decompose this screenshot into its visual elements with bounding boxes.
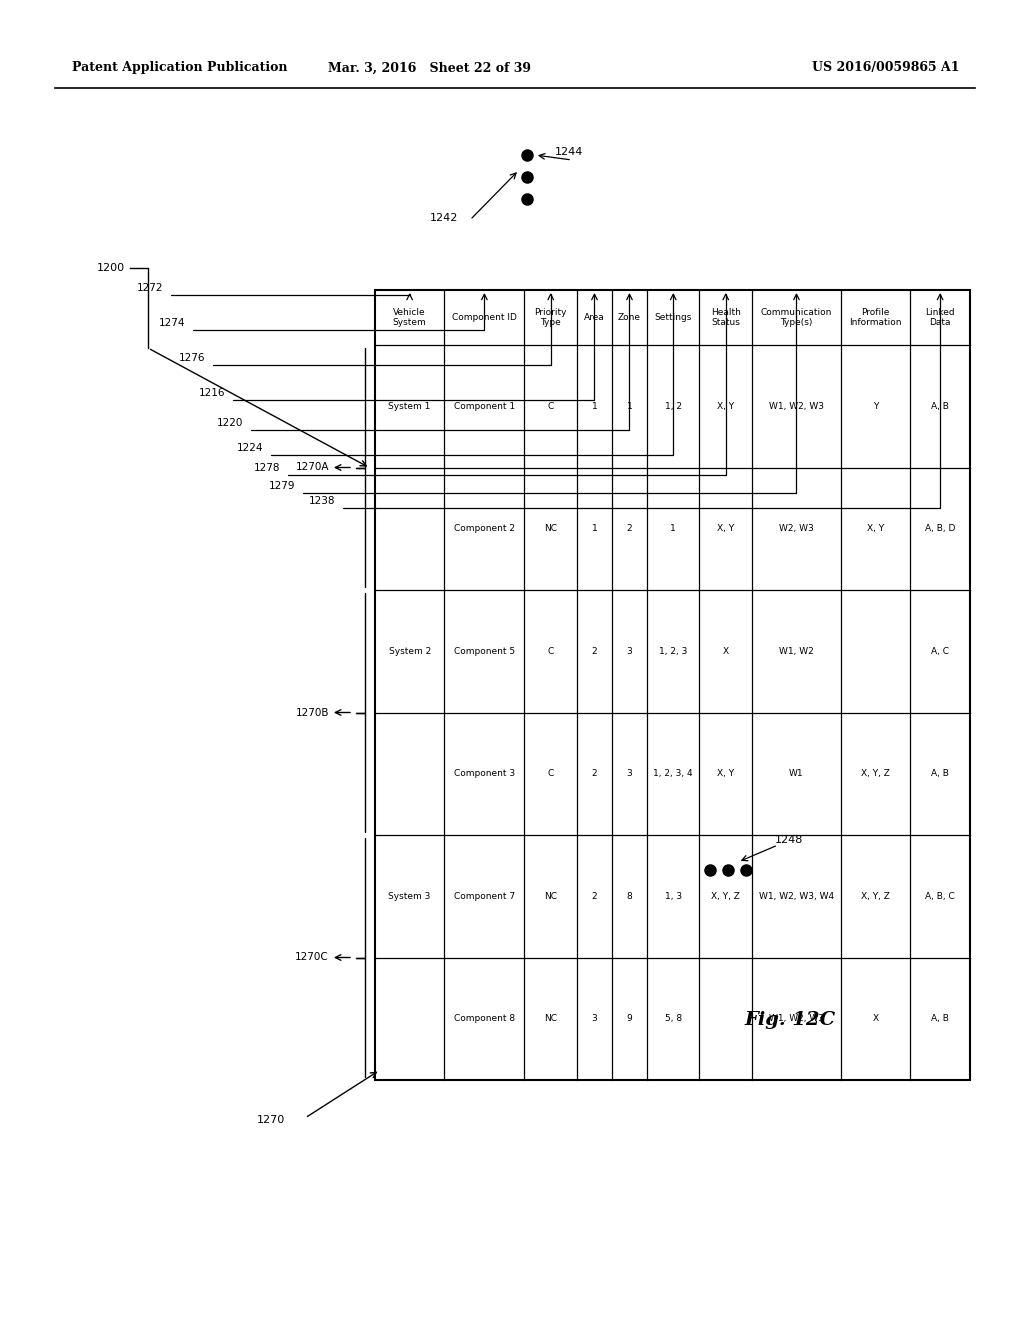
Text: 1224: 1224 — [237, 444, 263, 453]
Bar — [375, 290, 970, 1080]
Text: Communication
Type(s): Communication Type(s) — [761, 308, 833, 327]
Text: A, B: A, B — [931, 1014, 949, 1023]
Text: Profile
Information: Profile Information — [849, 308, 902, 327]
Text: Fig. 12C: Fig. 12C — [744, 1011, 836, 1030]
Text: A, B: A, B — [931, 401, 949, 411]
Text: Component 1: Component 1 — [454, 401, 515, 411]
Text: A, C: A, C — [931, 647, 949, 656]
Text: 1248: 1248 — [775, 836, 804, 845]
Text: 1279: 1279 — [268, 480, 295, 491]
Text: X, Y, Z: X, Y, Z — [712, 892, 740, 900]
Text: 1: 1 — [592, 524, 597, 533]
Text: W1: W1 — [790, 770, 804, 779]
Text: Health
Status: Health Status — [711, 308, 740, 327]
Text: W1, W2, W3: W1, W2, W3 — [769, 1014, 824, 1023]
Text: 9: 9 — [627, 1014, 633, 1023]
Text: Component ID: Component ID — [452, 313, 517, 322]
Text: Component 3: Component 3 — [454, 770, 515, 779]
Text: Component 2: Component 2 — [454, 524, 515, 533]
Text: Component 8: Component 8 — [454, 1014, 515, 1023]
Text: 1216: 1216 — [199, 388, 225, 399]
Text: Component 5: Component 5 — [454, 647, 515, 656]
Text: Y: Y — [872, 401, 879, 411]
Text: 1, 2: 1, 2 — [665, 401, 682, 411]
Text: System 3: System 3 — [388, 892, 431, 900]
Text: 1: 1 — [592, 401, 597, 411]
Text: X, Y, Z: X, Y, Z — [861, 770, 890, 779]
Text: System 1: System 1 — [388, 401, 431, 411]
Text: 1238: 1238 — [308, 496, 335, 506]
Text: Patent Application Publication: Patent Application Publication — [72, 62, 288, 74]
Text: C: C — [548, 770, 554, 779]
Text: 1270A: 1270A — [296, 462, 329, 473]
Text: Component 7: Component 7 — [454, 892, 515, 900]
Text: A, B: A, B — [931, 770, 949, 779]
Text: US 2016/0059865 A1: US 2016/0059865 A1 — [812, 62, 961, 74]
Text: W2, W3: W2, W3 — [779, 524, 814, 533]
Text: 2: 2 — [627, 524, 632, 533]
Text: A, B, C: A, B, C — [926, 892, 955, 900]
Text: X, Y: X, Y — [867, 524, 884, 533]
Text: Mar. 3, 2016   Sheet 22 of 39: Mar. 3, 2016 Sheet 22 of 39 — [329, 62, 531, 74]
Text: 1272: 1272 — [136, 282, 163, 293]
Text: X: X — [872, 1014, 879, 1023]
Text: 2: 2 — [592, 647, 597, 656]
Text: X, Y, Z: X, Y, Z — [861, 892, 890, 900]
Text: System 2: System 2 — [388, 647, 431, 656]
Text: 3: 3 — [627, 770, 633, 779]
Text: NC: NC — [544, 892, 557, 900]
Text: 1244: 1244 — [555, 147, 584, 157]
Text: 1: 1 — [627, 401, 633, 411]
Text: 1, 2, 3: 1, 2, 3 — [659, 647, 687, 656]
Text: W1, W2: W1, W2 — [779, 647, 814, 656]
Text: Area: Area — [584, 313, 605, 322]
Text: 2: 2 — [592, 770, 597, 779]
Text: NC: NC — [544, 1014, 557, 1023]
Text: Linked
Data: Linked Data — [926, 308, 955, 327]
Text: 3: 3 — [592, 1014, 597, 1023]
Text: NC: NC — [544, 524, 557, 533]
Text: X: X — [723, 647, 729, 656]
Text: 1200: 1200 — [97, 263, 125, 273]
Text: 1276: 1276 — [178, 352, 205, 363]
Text: 1, 2, 3, 4: 1, 2, 3, 4 — [653, 770, 693, 779]
Text: A, B, D: A, B, D — [925, 524, 955, 533]
Text: Settings: Settings — [654, 313, 692, 322]
Text: 1274: 1274 — [159, 318, 185, 327]
Text: 1: 1 — [671, 524, 676, 533]
Text: 1220: 1220 — [217, 418, 243, 428]
Text: Zone: Zone — [617, 313, 641, 322]
Text: 1278: 1278 — [254, 463, 280, 473]
Text: Priority
Type: Priority Type — [535, 308, 567, 327]
Text: C: C — [548, 647, 554, 656]
Text: W1, W2, W3, W4: W1, W2, W3, W4 — [759, 892, 834, 900]
Text: 3: 3 — [627, 647, 633, 656]
Text: 1, 3: 1, 3 — [665, 892, 682, 900]
Text: C: C — [548, 401, 554, 411]
Text: 2: 2 — [592, 892, 597, 900]
Text: 5, 8: 5, 8 — [665, 1014, 682, 1023]
Text: X, Y: X, Y — [717, 401, 734, 411]
Text: 8: 8 — [627, 892, 633, 900]
Text: X, Y: X, Y — [717, 524, 734, 533]
Text: Vehicle
System: Vehicle System — [393, 308, 427, 327]
Text: 1270: 1270 — [257, 1115, 285, 1125]
Text: 1270B: 1270B — [296, 708, 329, 718]
Text: X, Y: X, Y — [717, 770, 734, 779]
Text: W1, W2, W3: W1, W2, W3 — [769, 401, 824, 411]
Text: 1270C: 1270C — [295, 953, 329, 962]
Text: 1242: 1242 — [430, 213, 459, 223]
